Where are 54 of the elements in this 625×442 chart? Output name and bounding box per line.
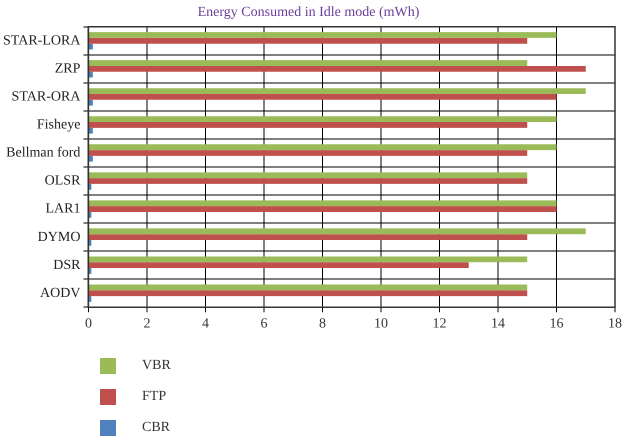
bar (88, 72, 93, 78)
bar (88, 156, 93, 162)
x-tick-label: 18 (608, 316, 622, 332)
bar (88, 144, 556, 150)
bar (88, 44, 93, 50)
y-tick-label: STAR-ORA (12, 90, 82, 105)
legend-label: CBR (142, 420, 170, 436)
bar (88, 94, 556, 100)
bar (88, 268, 92, 274)
bar (88, 284, 528, 290)
y-tick-label: Fisheye (36, 118, 80, 133)
y-tick-label: ZRP (54, 62, 81, 77)
bar (88, 60, 528, 66)
x-tick-label: 8 (318, 316, 326, 332)
x-tick-label: 4 (202, 316, 209, 332)
bar (88, 234, 528, 240)
bar (88, 122, 528, 128)
bar (88, 38, 528, 44)
x-tick-label: 16 (549, 316, 564, 332)
y-tick-label: DSR (53, 258, 82, 273)
bar (88, 150, 528, 156)
bar (88, 206, 556, 212)
bar (88, 66, 586, 72)
bar (88, 32, 556, 38)
bar (88, 184, 92, 190)
x-tick-label: 12 (432, 316, 446, 332)
legend-label: VBR (142, 358, 171, 374)
y-tick-label: AODV (40, 286, 80, 301)
x-tick-label: 2 (143, 316, 150, 332)
bar (88, 178, 528, 184)
x-tick-label: 0 (84, 316, 92, 332)
y-tick-label: STAR-LORA (3, 33, 82, 48)
y-tick-label: LAR1 (45, 202, 80, 217)
bar (88, 172, 528, 178)
bar (88, 212, 92, 218)
bar (88, 200, 556, 206)
bar (88, 116, 556, 122)
bar (88, 262, 469, 268)
bar (88, 128, 93, 134)
y-tick-label: Bellman ford (6, 146, 80, 161)
x-tick-label: 10 (374, 316, 388, 332)
y-tick-label: DYMO (38, 230, 80, 245)
x-tick-label: 6 (260, 316, 268, 332)
bar (88, 228, 586, 234)
y-tick-label: OLSR (44, 174, 82, 189)
bar (88, 88, 586, 94)
bar (88, 290, 528, 296)
chart-title: Energy Consumed in Idle mode (mWh) (198, 5, 420, 20)
bar (88, 256, 528, 262)
bar (88, 100, 93, 106)
bar (88, 296, 92, 302)
legend-label: FTP (142, 388, 166, 404)
bar (88, 240, 92, 246)
x-tick-label: 14 (490, 316, 505, 332)
